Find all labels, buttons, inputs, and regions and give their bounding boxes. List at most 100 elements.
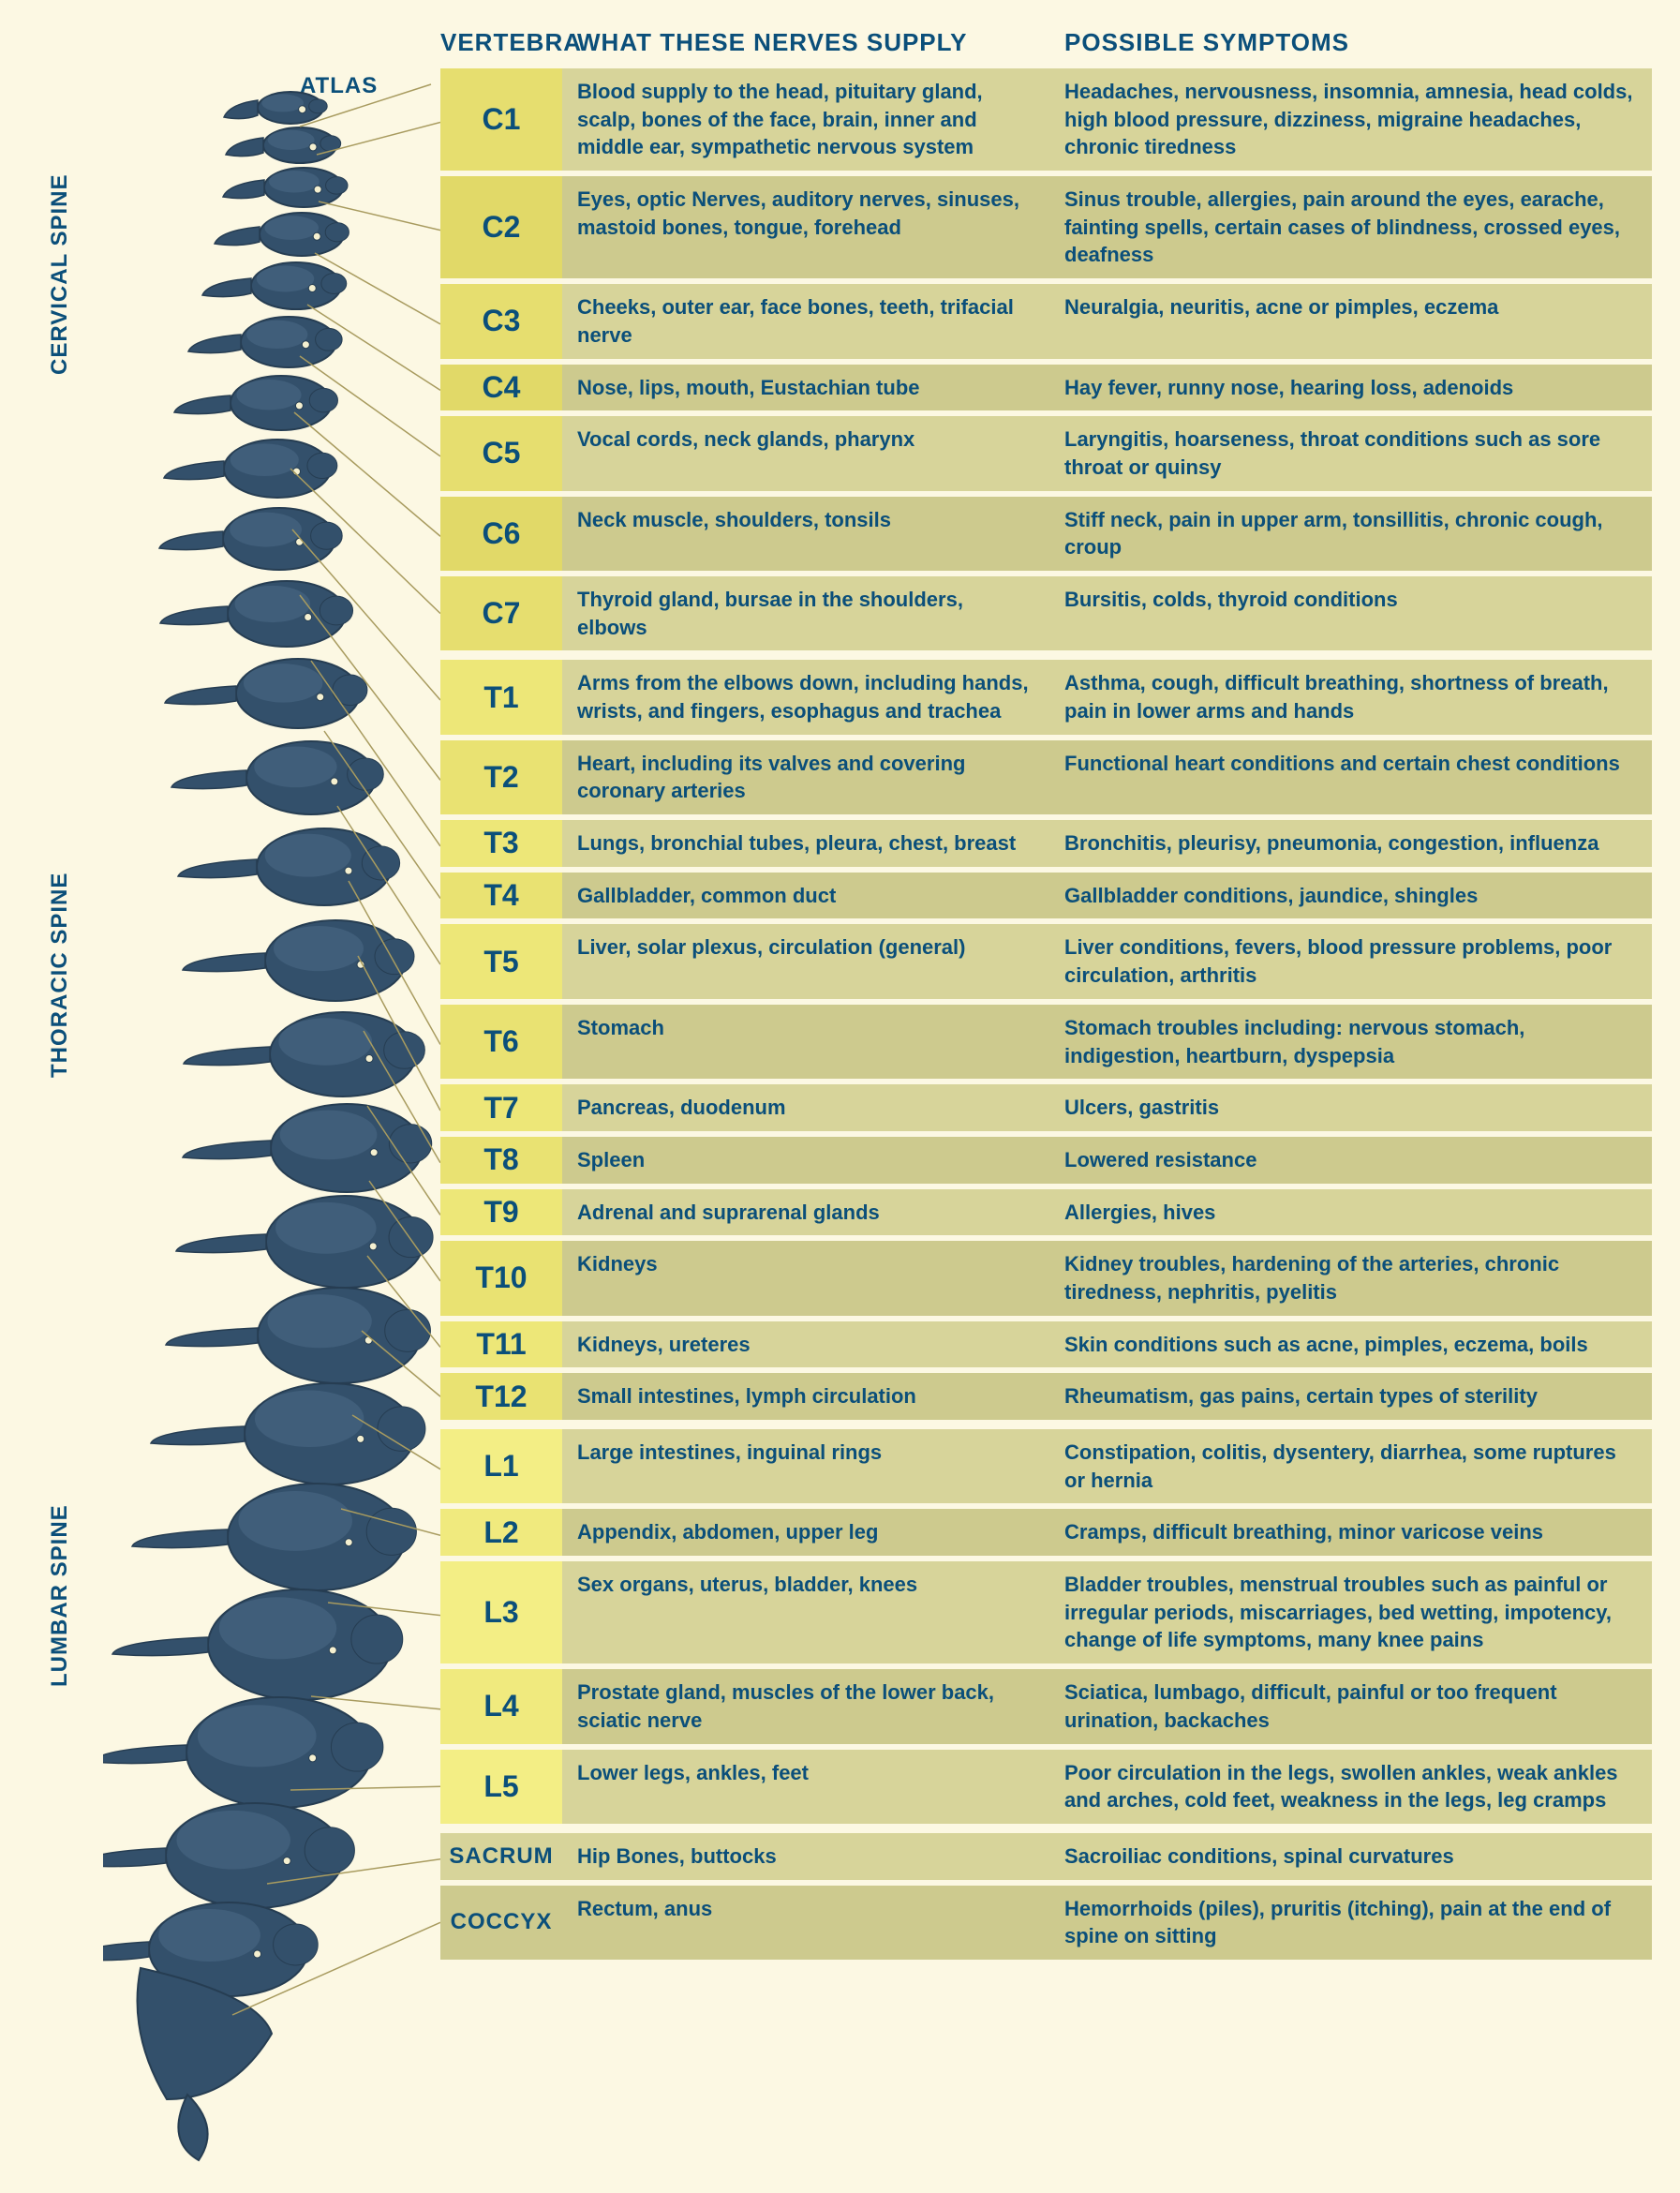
nerve-supply-cell: Small intestines, lymph circulation	[562, 1373, 1049, 1420]
table-headers: VERTEBRA WHAT THESE NERVES SUPPLY POSSIB…	[440, 28, 1652, 68]
nerve-supply-cell: Arms from the elbows down, including han…	[562, 660, 1049, 734]
vertebra-label: C6	[440, 497, 562, 576]
table-row: Vocal cords, neck glands, pharynxLaryngi…	[562, 416, 1652, 496]
table-row: KidneysKidney troubles, hardening of the…	[562, 1241, 1652, 1320]
symptoms-cell: Allergies, hives	[1049, 1189, 1652, 1236]
vertebra-label: L2	[440, 1509, 562, 1561]
vertebra-label: T6	[440, 1005, 562, 1084]
symptoms-cell: Functional heart conditions and certain …	[1049, 740, 1652, 814]
vertebra-label: SACRUM	[440, 1833, 562, 1886]
symptoms-cell: Sinus trouble, allergies, pain around th…	[1049, 176, 1652, 278]
table-row: Liver, solar plexus, circulation (genera…	[562, 924, 1652, 1004]
symptoms-cell: Kidney troubles, hardening of the arteri…	[1049, 1241, 1652, 1315]
vertebra-label: T10	[440, 1241, 562, 1320]
symptoms-cell: Neuralgia, neuritis, acne or pimples, ec…	[1049, 284, 1652, 358]
nerve-supply-cell: Blood supply to the head, pituitary glan…	[562, 68, 1049, 171]
vertebra-label: T5	[440, 924, 562, 1004]
table-row: StomachStomach troubles including: nervo…	[562, 1005, 1652, 1084]
vertebra-label: T3	[440, 820, 562, 873]
nerve-supply-cell: Large intestines, inguinal rings	[562, 1429, 1049, 1503]
vertebra-label: L3	[440, 1561, 562, 1669]
nerve-supply-cell: Hip Bones, buttocks	[562, 1833, 1049, 1880]
header-symptoms: POSSIBLE SYMPTOMS	[1049, 28, 1652, 57]
nerve-supply-cell: Adrenal and suprarenal glands	[562, 1189, 1049, 1236]
table-row: Appendix, abdomen, upper legCramps, diff…	[562, 1509, 1652, 1561]
nerve-supply-cell: Nose, lips, mouth, Eustachian tube	[562, 365, 1049, 411]
nerve-supply-cell: Sex organs, uterus, bladder, knees	[562, 1561, 1049, 1663]
table-row: Nose, lips, mouth, Eustachian tubeHay fe…	[562, 365, 1652, 417]
table-row: Gallbladder, common ductGallbladder cond…	[562, 873, 1652, 925]
table-row: Lower legs, ankles, feetPoor circulation…	[562, 1750, 1652, 1824]
symptoms-cell: Asthma, cough, difficult breathing, shor…	[1049, 660, 1652, 734]
table-row: Adrenal and suprarenal glandsAllergies, …	[562, 1189, 1652, 1242]
table-row: Pancreas, duodenumUlcers, gastritis	[562, 1084, 1652, 1137]
table-row: Heart, including its valves and covering…	[562, 740, 1652, 820]
symptoms-cell: Headaches, nervousness, insomnia, amnesi…	[1049, 68, 1652, 171]
symptoms-cell: Constipation, colitis, dysentery, diarrh…	[1049, 1429, 1652, 1503]
vertebra-label: T1	[440, 660, 562, 739]
vertebra-label: L5	[440, 1750, 562, 1824]
group-cervical: C1C2C3C4C5C6C7Blood supply to the head, …	[440, 68, 1652, 650]
nerve-supply-cell: Spleen	[562, 1137, 1049, 1184]
symptoms-cell: Bronchitis, pleurisy, pneumonia, congest…	[1049, 820, 1652, 867]
vertebra-label: C4	[440, 365, 562, 417]
table-row: Neck muscle, shoulders, tonsilsStiff nec…	[562, 497, 1652, 576]
vertebra-label: T12	[440, 1373, 562, 1420]
nerve-supply-cell: Cheeks, outer ear, face bones, teeth, tr…	[562, 284, 1049, 358]
nerve-supply-cell: Kidneys	[562, 1241, 1049, 1315]
table-row: Eyes, optic Nerves, auditory nerves, sin…	[562, 176, 1652, 284]
table-row: SpleenLowered resistance	[562, 1137, 1652, 1189]
header-supply: WHAT THESE NERVES SUPPLY	[562, 28, 1049, 57]
vertebra-label: C1	[440, 68, 562, 176]
vertebra-label: C3	[440, 284, 562, 364]
nerve-supply-cell: Neck muscle, shoulders, tonsils	[562, 497, 1049, 571]
nerve-supply-cell: Pancreas, duodenum	[562, 1084, 1049, 1131]
vertebra-label: C2	[440, 176, 562, 284]
table-row: Lungs, bronchial tubes, pleura, chest, b…	[562, 820, 1652, 873]
table-row: Blood supply to the head, pituitary glan…	[562, 68, 1652, 176]
spine-illustration	[103, 56, 440, 2193]
symptoms-cell: Liver conditions, fevers, blood pressure…	[1049, 924, 1652, 998]
symptoms-cell: Ulcers, gastritis	[1049, 1084, 1652, 1131]
table-row: Kidneys, ureteresSkin conditions such as…	[562, 1321, 1652, 1374]
group-sacral: SACRUMCOCCYXHip Bones, buttocksSacroilia…	[440, 1833, 1652, 1960]
symptoms-cell: Stomach troubles including: nervous stom…	[1049, 1005, 1652, 1079]
table-row: Cheeks, outer ear, face bones, teeth, tr…	[562, 284, 1652, 364]
symptoms-cell: Stiff neck, pain in upper arm, tonsillit…	[1049, 497, 1652, 571]
left-panel: CERVICAL SPINE THORACIC SPINE LUMBAR SPINE…	[19, 28, 440, 1969]
section-label-cervical: CERVICAL SPINE	[47, 94, 73, 375]
vertebra-label: COCCYX	[440, 1886, 562, 1960]
nerve-supply-cell: Eyes, optic Nerves, auditory nerves, sin…	[562, 176, 1049, 278]
header-vertebra: VERTEBRA	[440, 28, 562, 57]
section-label-thoracic: THORACIC SPINE	[47, 684, 73, 1078]
vertebra-label: T8	[440, 1137, 562, 1189]
symptoms-cell: Bursitis, colds, thyroid conditions	[1049, 576, 1652, 650]
nerve-supply-cell: Gallbladder, common duct	[562, 873, 1049, 919]
table-row: Arms from the elbows down, including han…	[562, 660, 1652, 739]
vertebra-label: L4	[440, 1669, 562, 1749]
nerve-supply-cell: Vocal cords, neck glands, pharynx	[562, 416, 1049, 490]
symptoms-cell: Gallbladder conditions, jaundice, shingl…	[1049, 873, 1652, 919]
table-row: Prostate gland, muscles of the lower bac…	[562, 1669, 1652, 1749]
nerve-supply-cell: Thyroid gland, bursae in the shoulders, …	[562, 576, 1049, 650]
symptoms-cell: Sciatica, lumbago, difficult, painful or…	[1049, 1669, 1652, 1743]
vertebra-label: T4	[440, 873, 562, 925]
nerve-supply-cell: Heart, including its valves and covering…	[562, 740, 1049, 814]
symptoms-cell: Cramps, difficult breathing, minor varic…	[1049, 1509, 1652, 1556]
nerve-supply-cell: Liver, solar plexus, circulation (genera…	[562, 924, 1049, 998]
table-row: Large intestines, inguinal ringsConstipa…	[562, 1429, 1652, 1509]
symptoms-cell: Laryngitis, hoarseness, throat condition…	[1049, 416, 1652, 490]
nerve-supply-cell: Kidneys, ureteres	[562, 1321, 1049, 1368]
table-row: Rectum, anusHemorrhoids (piles), pruriti…	[562, 1886, 1652, 1960]
symptoms-cell: Hay fever, runny nose, hearing loss, ade…	[1049, 365, 1652, 411]
nerve-supply-cell: Rectum, anus	[562, 1886, 1049, 1960]
vertebra-label: C7	[440, 576, 562, 650]
table-row: Sex organs, uterus, bladder, kneesBladde…	[562, 1561, 1652, 1669]
nerve-supply-cell: Stomach	[562, 1005, 1049, 1079]
symptoms-cell: Poor circulation in the legs, swollen an…	[1049, 1750, 1652, 1824]
symptoms-cell: Rheumatism, gas pains, certain types of …	[1049, 1373, 1652, 1420]
symptoms-cell: Bladder troubles, menstrual troubles suc…	[1049, 1561, 1652, 1663]
group-thoracic: T1T2T3T4T5T6T7T8T9T10T11T12Arms from the…	[440, 660, 1652, 1420]
table-row: Hip Bones, buttocksSacroiliac conditions…	[562, 1833, 1652, 1886]
section-label-lumbar: LUMBAR SPINE	[47, 1368, 73, 1687]
